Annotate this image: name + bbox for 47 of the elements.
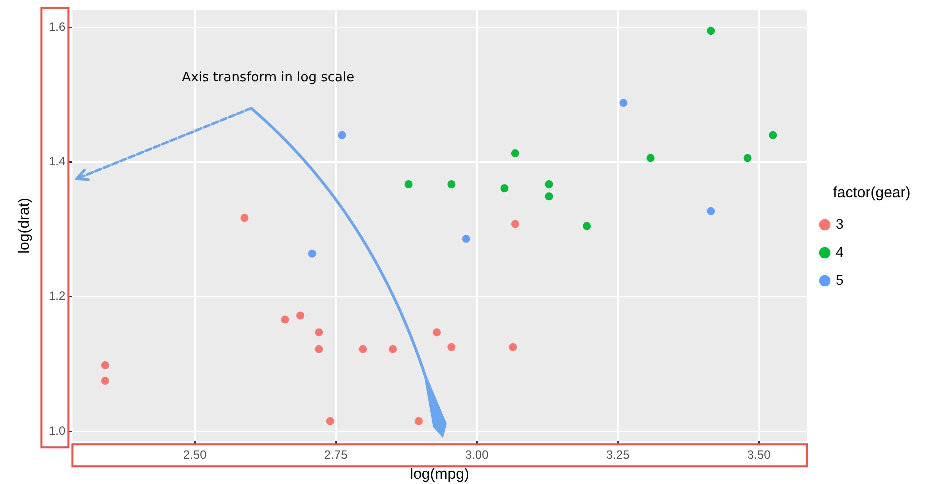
point [646, 154, 655, 162]
point [620, 99, 628, 108]
point [448, 343, 456, 352]
point [389, 345, 398, 354]
point [101, 362, 110, 370]
point [707, 207, 716, 216]
point [744, 154, 752, 162]
point [338, 131, 346, 140]
y-tick-label: 1.2 [48, 289, 66, 304]
point [315, 345, 324, 354]
x-tick-label: 3.50 [747, 448, 772, 462]
point [404, 180, 413, 189]
point [359, 345, 368, 354]
x-tick-label: 3.25 [606, 448, 630, 462]
point [583, 222, 592, 230]
y-tick-label: 1.6 [48, 20, 66, 34]
point [545, 192, 554, 201]
point [281, 316, 290, 324]
point [509, 343, 518, 352]
point [462, 235, 470, 244]
point [448, 180, 456, 189]
point [101, 377, 110, 386]
annotation: Axis transform in log scale [182, 70, 355, 86]
point [500, 184, 509, 193]
x-axis-title: log(mpg) [410, 466, 470, 484]
point [433, 328, 442, 337]
point [308, 250, 316, 258]
x-tick-label: 2.50 [183, 448, 208, 462]
point [326, 417, 334, 426]
point [545, 180, 554, 189]
x-tick-label: 3.00 [465, 448, 490, 462]
legend-label: 3 [836, 216, 844, 232]
y-tick-label: 1.4 [48, 154, 66, 169]
point [414, 417, 423, 426]
legend-label: 5 [836, 272, 844, 288]
point [769, 131, 778, 140]
point [511, 150, 520, 158]
x-tick-label: 2.75 [324, 448, 348, 462]
point [315, 328, 324, 337]
legend-label: 4 [836, 244, 844, 260]
point [511, 220, 520, 228]
point [296, 312, 305, 320]
y-tick-label: 1.0 [48, 424, 66, 438]
legend-title: factor(gear) [833, 184, 911, 202]
y-axis-title: log(drat) [16, 198, 34, 254]
point [707, 27, 716, 36]
point [240, 214, 249, 222]
